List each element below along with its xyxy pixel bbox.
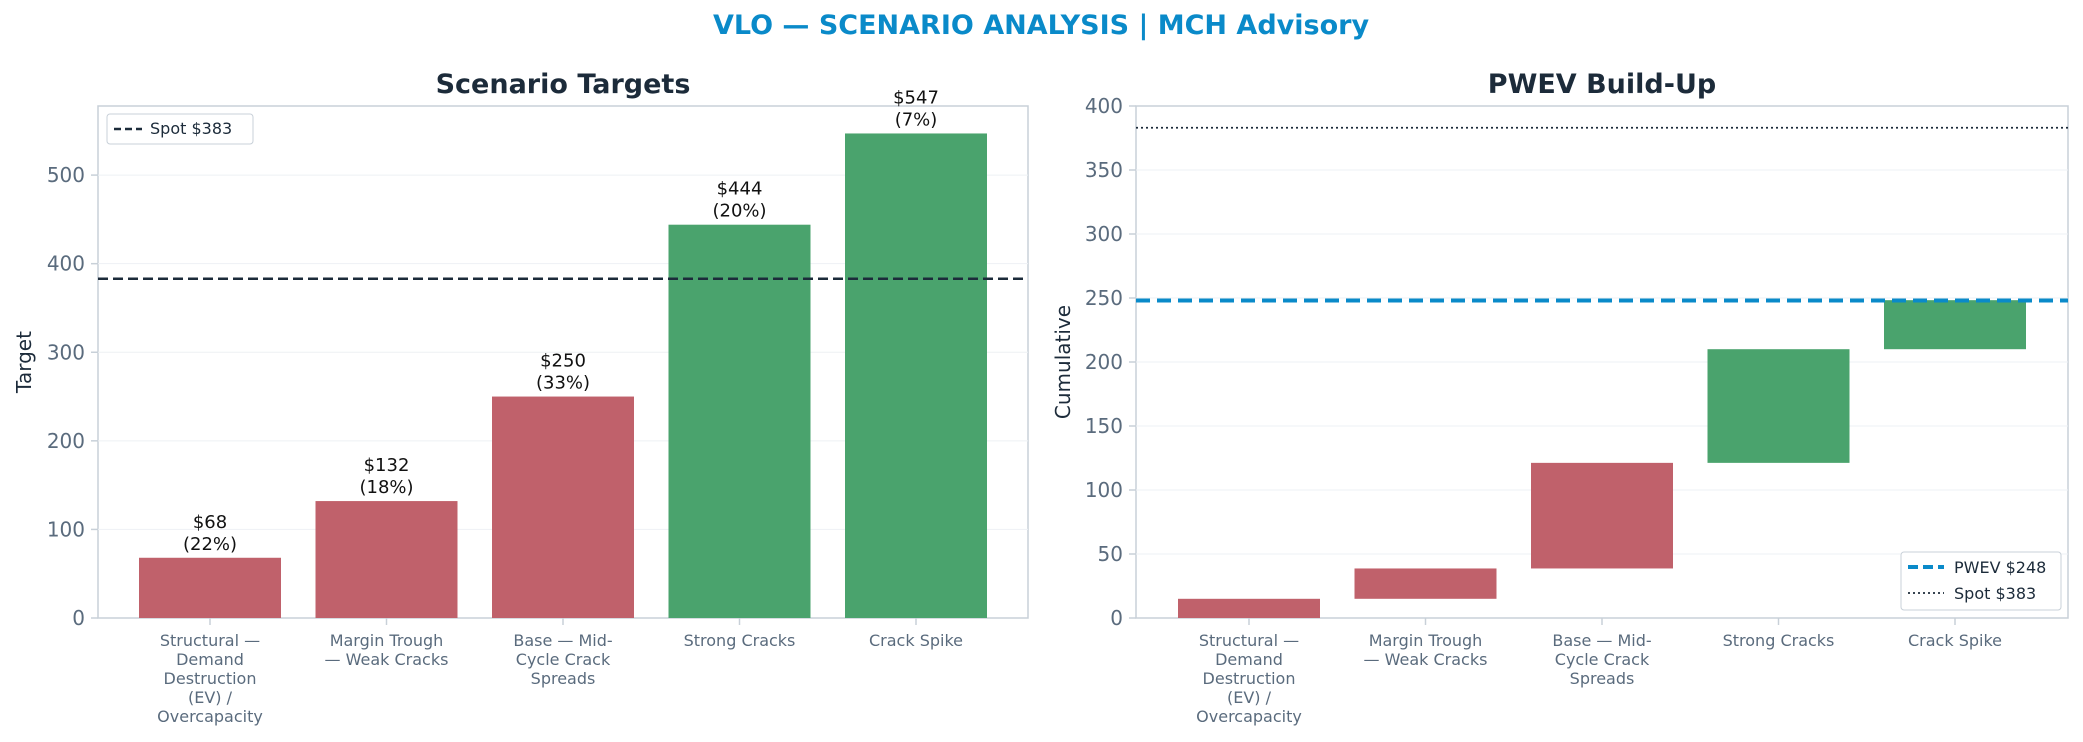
right-x-tick-label: Crack Spike xyxy=(1908,631,2002,650)
left-bar xyxy=(139,557,281,618)
left-legend: Spot $383 xyxy=(106,113,254,145)
right-x-tick-label: Overcapacity xyxy=(1196,707,1302,726)
right-x-tick-label: Margin Trough xyxy=(1369,631,1483,650)
right-legend-spot-label: Spot $383 xyxy=(1954,584,2036,603)
left-x-tick-label: Structural — xyxy=(160,631,260,650)
right-legend: PWEV $248 Spot $383 xyxy=(1900,551,2062,611)
right-y-tick-label: 0 xyxy=(1110,606,1123,630)
right-x-tick-label: Base — Mid- xyxy=(1552,631,1651,650)
right-y-axis-label: Cumulative xyxy=(1051,305,1075,419)
right-x-tick-label: Structural — xyxy=(1199,631,1299,650)
left-y-tick-label: 500 xyxy=(47,163,85,187)
right-bars xyxy=(1178,300,2026,618)
right-x-tick-label: Demand xyxy=(1215,650,1283,669)
left-x-tick-label: Overcapacity xyxy=(157,707,263,726)
right-y-tick-label: 100 xyxy=(1085,478,1123,502)
left-legend-box xyxy=(106,113,254,145)
left-bar-value-label: $444 xyxy=(717,179,763,200)
figure-title: VLO — SCENARIO ANALYSIS | MCH Advisory xyxy=(713,10,1370,41)
left-x-tick-label: (EV) / xyxy=(188,688,233,707)
left-y-axis-label: Target xyxy=(12,331,36,394)
left-y-tick-label: 0 xyxy=(72,606,85,630)
left-bar xyxy=(492,396,634,618)
left-bar xyxy=(668,224,811,618)
right-x-tick-label: — Weak Cracks xyxy=(1364,650,1488,669)
right-y-tick-label: 400 xyxy=(1085,94,1123,118)
left-x-tick-label: Cycle Crack xyxy=(516,650,611,669)
left-x-tick-label: — Weak Cracks xyxy=(325,650,449,669)
right-reference-lines xyxy=(1136,126,2068,303)
right-x-tick-label: Spreads xyxy=(1570,669,1635,688)
left-x-tick-label: Spreads xyxy=(531,669,596,688)
right-waterfall-bar xyxy=(1354,568,1497,599)
right-y-tick-label: 250 xyxy=(1085,286,1123,310)
left-y-tick-label: 100 xyxy=(47,517,85,541)
left-y-tick-label: 200 xyxy=(47,429,85,453)
right-waterfall-bar xyxy=(1884,300,2026,350)
left-bar-probability-label: (22%) xyxy=(183,534,237,555)
left-bar xyxy=(315,501,458,618)
right-waterfall-bar xyxy=(1178,598,1320,618)
right-waterfall-bar xyxy=(1707,349,1850,463)
left-bar-probability-label: (20%) xyxy=(712,201,766,222)
right-x-tick-label: Destruction xyxy=(1203,669,1296,688)
left-chart-title: Scenario Targets xyxy=(436,69,691,100)
left-bar-probability-label: (7%) xyxy=(895,109,938,130)
left-bar-value-label: $132 xyxy=(364,455,410,476)
right-x-tick-label: Strong Cracks xyxy=(1723,631,1835,650)
right-waterfall-bar xyxy=(1531,462,1673,569)
left-legend-spot-label: Spot $383 xyxy=(150,119,232,138)
right-y-ticks: 0 50 100 150 200 250 300 350 400 xyxy=(1085,94,1136,630)
left-bar-probability-label: (33%) xyxy=(536,373,590,394)
left-x-tick-label: Destruction xyxy=(164,669,257,688)
pwev-buildup-chart: 0 50 100 150 200 250 300 350 400 Structural —Dem… xyxy=(1051,69,2069,726)
scenario-targets-chart: $68(22%)$132(18%)$250(33%)$444(20%)$547(… xyxy=(12,69,1029,726)
left-bars xyxy=(139,133,987,618)
left-y-tick-label: 300 xyxy=(47,340,85,364)
left-x-tick-label: Crack Spike xyxy=(869,631,963,650)
left-x-tick-label: Base — Mid- xyxy=(513,631,612,650)
right-y-tick-label: 200 xyxy=(1085,350,1123,374)
left-bar-value-label: $250 xyxy=(540,351,586,372)
left-y-tick-label: 400 xyxy=(47,252,85,276)
left-data-labels: $68(22%) $132(18%) $250(33%) $444(20%) $547(… xyxy=(183,87,939,554)
left-x-tick-label: Margin Trough xyxy=(330,631,444,650)
right-y-tick-label: 300 xyxy=(1085,222,1123,246)
right-y-tick-label: 150 xyxy=(1085,414,1123,438)
right-x-tick-label: (EV) / xyxy=(1227,688,1272,707)
right-legend-pwev-label: PWEV $248 xyxy=(1954,558,2046,577)
left-bar-value-label: $547 xyxy=(893,87,939,108)
right-y-tick-label: 50 xyxy=(1098,542,1123,566)
right-chart-title: PWEV Build-Up xyxy=(1488,69,1716,100)
left-bar xyxy=(845,133,987,618)
right-x-tick-label: Cycle Crack xyxy=(1555,650,1650,669)
left-bar-probability-label: (18%) xyxy=(359,477,413,498)
left-x-tick-label: Demand xyxy=(176,650,244,669)
left-bar-value-label: $68 xyxy=(193,512,227,533)
left-x-tick-label: Strong Cracks xyxy=(684,631,796,650)
left-y-ticks: 0 100 200 300 400 500 xyxy=(47,163,98,630)
right-y-tick-label: 350 xyxy=(1085,158,1123,182)
